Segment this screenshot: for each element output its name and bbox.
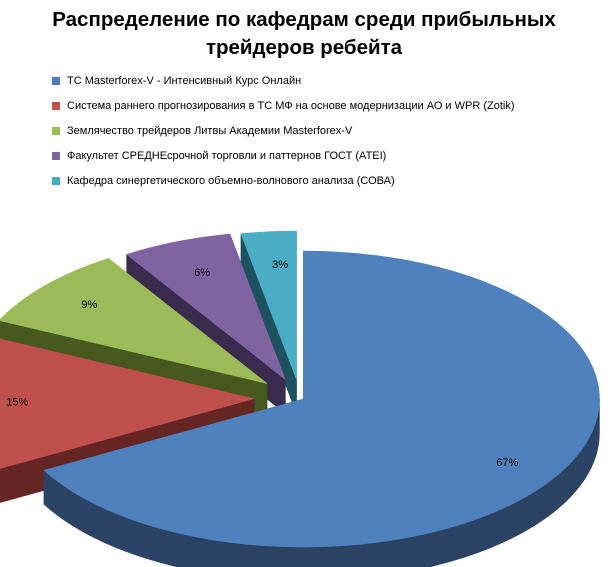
legend: ТС Masterforex-V - Интенсивный Курс Онла… xyxy=(52,72,515,197)
chart-title-line-2: трейдеров ребейта xyxy=(205,36,403,59)
chart-title-line-1: Распределение по кафедрам среди прибыльн… xyxy=(52,8,556,31)
pie-slice xyxy=(0,338,255,469)
legend-label: Кафедра синергетического объемно-волново… xyxy=(67,175,395,187)
legend-swatch xyxy=(52,102,60,110)
legend-item: Факультет СРЕДНЕсрочной торговли и патте… xyxy=(52,147,515,172)
pie-slice xyxy=(240,230,297,380)
pie-slice xyxy=(43,250,600,548)
legend-item: ТС Masterforex-V - Интенсивный Курс Онла… xyxy=(52,72,515,97)
legend-swatch xyxy=(52,77,60,85)
legend-item: Система раннего прогнозирования в ТС МФ … xyxy=(52,97,515,122)
legend-label: Система раннего прогнозирования в ТС МФ … xyxy=(67,100,515,112)
data-label: 67% xyxy=(496,457,518,469)
chart-title: Распределение по кафедрам среди прибыльн… xyxy=(0,6,608,62)
pie-labels: 67% 15% 9% 6% 3% xyxy=(6,259,518,469)
legend-label: Землячество трейдеров Литвы Академии Mas… xyxy=(67,125,353,137)
legend-label: ТС Masterforex-V - Интенсивный Курс Онла… xyxy=(67,75,302,87)
legend-swatch xyxy=(52,152,60,160)
pie-slice xyxy=(126,233,286,381)
legend-item: Кафедра синергетического объемно-волново… xyxy=(52,172,515,197)
legend-item: Землячество трейдеров Литвы Академии Mas… xyxy=(52,122,515,147)
pie-tops xyxy=(0,230,600,548)
legend-label: Факультет СРЕДНЕсрочной торговли и патте… xyxy=(67,150,387,162)
legend-swatch xyxy=(52,127,60,135)
legend-swatch xyxy=(52,177,60,185)
data-label: 3% xyxy=(272,259,288,271)
data-label: 15% xyxy=(6,396,28,408)
data-label: 6% xyxy=(194,267,210,279)
pie-slice xyxy=(0,258,268,384)
data-label: 9% xyxy=(81,299,97,311)
